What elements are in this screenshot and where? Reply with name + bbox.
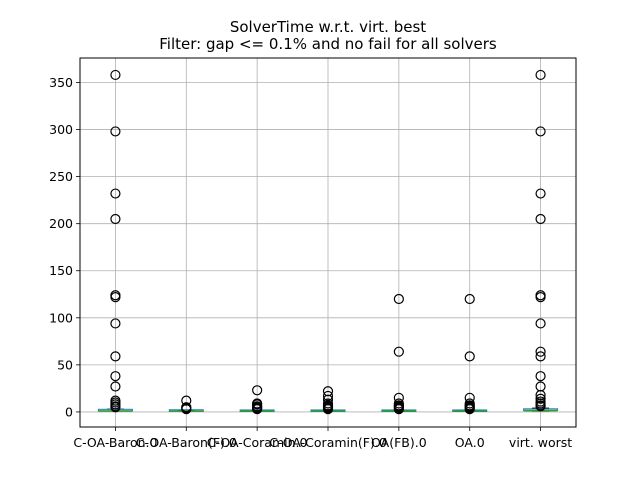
outlier-point xyxy=(535,393,546,404)
chart-subtitle: Filter: gap <= 0.1% and no fail for all … xyxy=(159,35,497,53)
outlier-point xyxy=(110,291,121,303)
outlier-point xyxy=(535,69,546,81)
outlier-point xyxy=(393,293,404,305)
x-tick-label: virt. worst xyxy=(509,435,572,450)
outlier-point xyxy=(110,126,121,137)
x-tick-label: C-OA-Baron(F).0 xyxy=(136,435,237,450)
outlier-point xyxy=(110,402,121,413)
outlier-point xyxy=(181,404,192,415)
x-tick-label: C-OA-Coramin(F).0 xyxy=(269,435,387,450)
outlier-point xyxy=(535,401,546,412)
outlier-point xyxy=(464,404,475,415)
x-tick-label: C-OA-Baron.0 xyxy=(73,435,157,450)
box-1 xyxy=(97,69,133,413)
outlier-point xyxy=(535,188,546,199)
outlier-point xyxy=(535,126,546,137)
outlier-point xyxy=(393,346,404,357)
outlier-point xyxy=(110,351,121,362)
outlier-point xyxy=(464,351,475,362)
outlier-point xyxy=(110,188,121,199)
outlier-point xyxy=(535,291,546,303)
outlier-point xyxy=(110,69,121,81)
outlier-point xyxy=(535,346,546,357)
y-tick-label: 50 xyxy=(57,357,73,372)
outlier-point xyxy=(535,213,546,225)
outlier-point xyxy=(110,318,121,329)
outlier-point xyxy=(535,371,546,382)
box-layer xyxy=(97,69,559,415)
box-2 xyxy=(168,395,204,415)
axis-layer: 0 50 100 150 200 250 300 350 C-OA-Baron.0C-OA-Ba… xyxy=(49,75,572,450)
box-5 xyxy=(381,293,417,415)
y-tick-label: 150 xyxy=(49,263,73,278)
x-tick-label: OA.0 xyxy=(455,435,485,450)
outlier-point xyxy=(464,293,475,305)
outlier-point xyxy=(535,318,546,329)
outlier-point xyxy=(110,371,121,382)
y-tick-label: 250 xyxy=(49,169,73,184)
y-tick-label: 100 xyxy=(49,310,73,325)
y-tick-label: 200 xyxy=(49,216,73,231)
box-6 xyxy=(452,293,488,415)
outlier-point xyxy=(322,404,334,415)
outlier-point xyxy=(393,404,404,415)
plot-area-frame xyxy=(79,57,577,428)
box-3 xyxy=(239,385,275,415)
grid-layer xyxy=(80,58,576,427)
x-tick-label: OA(FB).0 xyxy=(371,435,427,450)
outlier-point xyxy=(252,385,263,396)
y-tick-label: 0 xyxy=(65,404,73,419)
box-7 xyxy=(523,69,559,412)
x-tick-label: C-OA-Coramin.0 xyxy=(207,435,308,450)
chart-title: SolverTime w.r.t. virt. best xyxy=(230,18,426,36)
outlier-point xyxy=(110,381,121,392)
outlier-point xyxy=(535,351,546,362)
box-4 xyxy=(310,386,346,415)
outlier-point xyxy=(110,213,121,225)
y-tick-label: 300 xyxy=(49,122,73,137)
y-tick-label: 350 xyxy=(49,75,73,90)
outlier-point xyxy=(252,404,263,415)
